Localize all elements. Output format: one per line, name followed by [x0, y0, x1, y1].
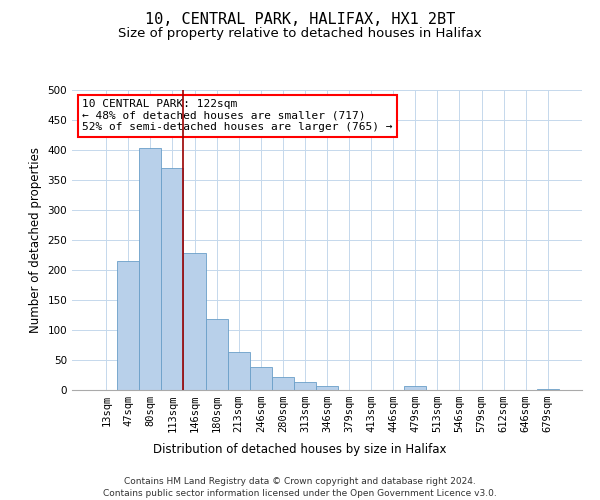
Bar	[117, 261, 139, 390]
Text: Contains HM Land Registry data © Crown copyright and database right 2024.: Contains HM Land Registry data © Crown c…	[124, 478, 476, 486]
Bar	[206, 318, 227, 390]
Text: Contains public sector information licensed under the Open Government Licence v3: Contains public sector information licen…	[103, 489, 497, 498]
Bar	[161, 168, 184, 390]
Text: 10 CENTRAL PARK: 122sqm
← 48% of detached houses are smaller (717)
52% of semi-d: 10 CENTRAL PARK: 122sqm ← 48% of detache…	[82, 99, 392, 132]
Bar	[294, 382, 316, 390]
Bar	[227, 352, 250, 390]
Text: Size of property relative to detached houses in Halifax: Size of property relative to detached ho…	[118, 28, 482, 40]
Bar	[404, 386, 427, 390]
Text: Distribution of detached houses by size in Halifax: Distribution of detached houses by size …	[153, 442, 447, 456]
Bar	[537, 389, 559, 390]
Bar	[139, 148, 161, 390]
Bar	[184, 253, 206, 390]
Bar	[250, 366, 272, 390]
Y-axis label: Number of detached properties: Number of detached properties	[29, 147, 42, 333]
Bar	[272, 377, 294, 390]
Bar	[316, 386, 338, 390]
Text: 10, CENTRAL PARK, HALIFAX, HX1 2BT: 10, CENTRAL PARK, HALIFAX, HX1 2BT	[145, 12, 455, 28]
